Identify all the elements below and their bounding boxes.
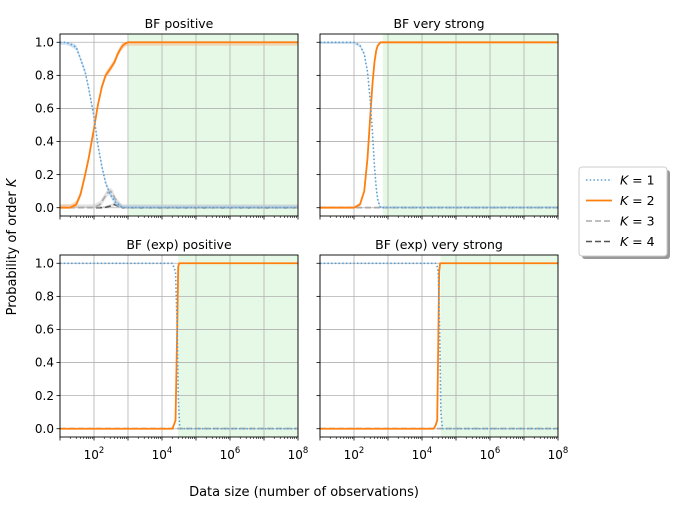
legend-label-eq: = 2: [628, 193, 654, 208]
region-shade: [128, 34, 298, 216]
series-line-k2: [320, 262, 558, 430]
panel-title: BF (exp) very strong: [375, 237, 503, 252]
x-tick-base: 10: [288, 448, 303, 462]
legend-label-var: K: [620, 234, 630, 249]
x-tick-label: 104: [412, 446, 433, 462]
region-shade: [440, 255, 558, 437]
y-tick-label: 0.0: [35, 201, 54, 215]
panel-title: BF positive: [145, 16, 214, 31]
x-tick-label: 104: [152, 446, 173, 462]
x-tick-base: 10: [344, 448, 359, 462]
plot-frame: [319, 254, 559, 438]
plot-frame: [59, 33, 299, 217]
y-tick-label: 0.0: [35, 422, 54, 436]
panel-2: BF very strong: [316, 16, 559, 220]
panel-title: BF very strong: [393, 16, 484, 31]
y-tick-label: 1.0: [35, 35, 54, 49]
series-line-k2: [320, 41, 558, 209]
legend-items: K = 1K = 2K = 3K = 4: [586, 173, 655, 249]
plot-frame: [319, 33, 559, 217]
plot-frame: [59, 254, 299, 438]
legend-label-k4: K = 4: [620, 234, 655, 249]
series-line-k1: [320, 262, 558, 430]
x-tick-label: 108: [288, 446, 309, 462]
y-tick-label: 0.2: [35, 389, 54, 403]
legend-label-k2: K = 2: [620, 193, 655, 208]
legend-frame: [578, 166, 668, 257]
legend-label-eq: = 3: [628, 214, 654, 229]
x-tick-exponent: 8: [303, 446, 308, 456]
x-tick-exponent: 4: [427, 446, 432, 456]
legend-label-var: K: [620, 193, 630, 208]
region-shade: [178, 255, 298, 437]
legend-label-k3: K = 3: [620, 214, 655, 229]
x-axis-label: Data size (number of observations): [189, 485, 419, 500]
x-tick-label: 102: [344, 446, 365, 462]
y-tick-label: 0.4: [35, 135, 54, 149]
series-line-k2: [60, 41, 298, 209]
y-axis-label: Probability of order K: [5, 177, 20, 315]
region-shade: [382, 34, 558, 216]
legend-label-k1: K = 1: [620, 173, 655, 188]
x-tick-exponent: 2: [99, 446, 104, 456]
x-tick-exponent: 2: [359, 446, 364, 456]
x-tick-base: 10: [480, 448, 495, 462]
y-tick-label: 0.8: [35, 290, 54, 304]
x-tick-base: 10: [152, 448, 167, 462]
x-tick-label: 102: [84, 446, 105, 462]
series-line-k1: [60, 262, 298, 430]
series-line-k3: [60, 190, 298, 209]
legend-label-var: K: [620, 214, 630, 229]
y-tick-label: 0.6: [35, 323, 54, 337]
panel-title: BF (exp) positive: [126, 237, 232, 252]
y-tick-label: 0.6: [35, 102, 54, 116]
legend: K = 1K = 2K = 3K = 4: [578, 166, 670, 259]
x-tick-exponent: 6: [495, 446, 500, 456]
x-tick-base: 10: [412, 448, 427, 462]
x-tick-label: 108: [548, 446, 569, 462]
series-line-k2: [60, 262, 298, 430]
y-tick-label: 1.0: [35, 256, 54, 270]
series-line-k1: [60, 41, 298, 209]
x-tick-label: 106: [480, 446, 501, 462]
legend-label-eq: = 4: [628, 234, 654, 249]
x-tick-exponent: 4: [167, 446, 172, 456]
y-tick-label: 0.8: [35, 69, 54, 83]
panel-1: 0.0 0.2 0.4 0.6 0.8 1.0 BF positive: [35, 16, 299, 220]
series-band-k3: [60, 187, 298, 208]
x-tick-exponent: 6: [235, 446, 240, 456]
x-tick-base: 10: [84, 448, 99, 462]
legend-label-eq: = 1: [628, 173, 654, 188]
y-tick-label: 0.2: [35, 168, 54, 182]
x-tick-base: 10: [220, 448, 235, 462]
x-tick-base: 10: [548, 448, 563, 462]
legend-label-var: K: [620, 173, 630, 188]
chart-panels: 0.0 0.2 0.4 0.6 0.8 1.0 BF positive BF very str…: [35, 16, 568, 462]
y-tick-label: 0.4: [35, 356, 54, 370]
x-tick-label: 106: [220, 446, 241, 462]
series-line-k1: [320, 41, 558, 209]
x-tick-exponent: 8: [563, 446, 568, 456]
